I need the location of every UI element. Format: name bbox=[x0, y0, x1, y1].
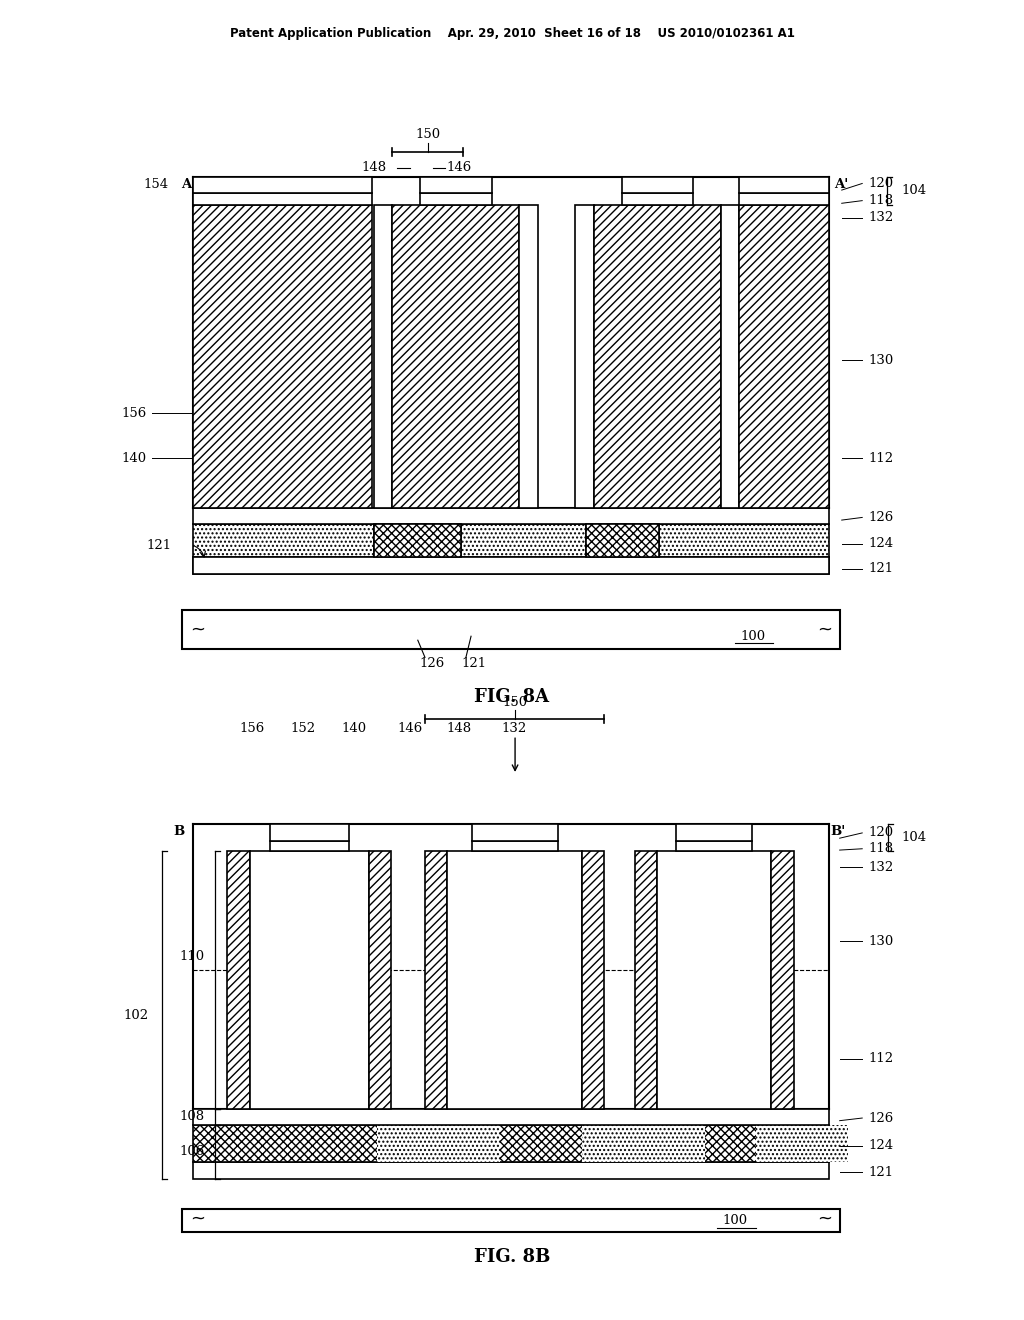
FancyBboxPatch shape bbox=[471, 824, 557, 841]
Text: 120: 120 bbox=[868, 177, 894, 190]
Text: 150: 150 bbox=[502, 696, 527, 709]
FancyBboxPatch shape bbox=[425, 851, 447, 1109]
Text: 148: 148 bbox=[446, 722, 471, 735]
Text: 132: 132 bbox=[868, 211, 894, 224]
Text: 121: 121 bbox=[462, 657, 486, 671]
FancyBboxPatch shape bbox=[193, 177, 372, 193]
FancyBboxPatch shape bbox=[659, 524, 829, 557]
Text: 140: 140 bbox=[121, 451, 146, 465]
FancyBboxPatch shape bbox=[575, 205, 594, 508]
FancyBboxPatch shape bbox=[635, 851, 657, 1109]
Text: 121: 121 bbox=[146, 539, 171, 552]
FancyBboxPatch shape bbox=[721, 205, 739, 508]
Text: 120: 120 bbox=[868, 826, 894, 840]
FancyBboxPatch shape bbox=[739, 205, 829, 508]
Text: 124: 124 bbox=[868, 537, 894, 550]
Text: 112: 112 bbox=[868, 1052, 894, 1065]
Text: 146: 146 bbox=[397, 722, 422, 735]
Text: 102: 102 bbox=[123, 1008, 148, 1022]
FancyBboxPatch shape bbox=[471, 841, 557, 851]
Text: 110: 110 bbox=[179, 950, 205, 962]
Text: 130: 130 bbox=[868, 354, 894, 367]
Text: 150: 150 bbox=[415, 128, 440, 141]
FancyBboxPatch shape bbox=[461, 524, 586, 557]
FancyBboxPatch shape bbox=[193, 524, 374, 557]
Text: A: A bbox=[181, 178, 191, 191]
Text: FIG. 8B: FIG. 8B bbox=[474, 1247, 550, 1266]
Text: FIG. 8A: FIG. 8A bbox=[474, 688, 550, 706]
Text: 126: 126 bbox=[868, 1111, 894, 1125]
FancyBboxPatch shape bbox=[676, 841, 753, 851]
FancyBboxPatch shape bbox=[377, 1125, 500, 1162]
Text: 140: 140 bbox=[342, 722, 367, 735]
FancyBboxPatch shape bbox=[622, 177, 693, 193]
FancyBboxPatch shape bbox=[193, 508, 829, 524]
FancyBboxPatch shape bbox=[392, 205, 519, 508]
FancyBboxPatch shape bbox=[582, 851, 604, 1109]
Text: 104: 104 bbox=[901, 185, 927, 197]
FancyBboxPatch shape bbox=[182, 1209, 840, 1232]
FancyBboxPatch shape bbox=[193, 1125, 829, 1162]
FancyBboxPatch shape bbox=[586, 524, 659, 557]
Text: ~: ~ bbox=[190, 1209, 205, 1228]
Text: 132: 132 bbox=[868, 861, 894, 874]
FancyBboxPatch shape bbox=[193, 557, 829, 574]
Text: Patent Application Publication    Apr. 29, 2010  Sheet 16 of 18    US 2010/01023: Patent Application Publication Apr. 29, … bbox=[229, 26, 795, 40]
FancyBboxPatch shape bbox=[622, 193, 693, 205]
Text: 118: 118 bbox=[868, 842, 894, 855]
Text: 132: 132 bbox=[502, 722, 526, 735]
Text: ~: ~ bbox=[190, 620, 205, 639]
Text: 152: 152 bbox=[291, 722, 315, 735]
Text: ~: ~ bbox=[817, 620, 831, 639]
Text: 100: 100 bbox=[740, 630, 765, 643]
FancyBboxPatch shape bbox=[657, 851, 771, 1109]
Text: 126: 126 bbox=[868, 511, 894, 524]
Text: ~: ~ bbox=[817, 1209, 831, 1228]
FancyBboxPatch shape bbox=[193, 205, 372, 508]
FancyBboxPatch shape bbox=[182, 610, 840, 649]
Text: 124: 124 bbox=[868, 1139, 894, 1152]
FancyBboxPatch shape bbox=[420, 177, 492, 193]
Text: 108: 108 bbox=[179, 1110, 205, 1123]
Text: 112: 112 bbox=[868, 451, 894, 465]
FancyBboxPatch shape bbox=[374, 205, 392, 508]
FancyBboxPatch shape bbox=[582, 1125, 705, 1162]
FancyBboxPatch shape bbox=[447, 851, 582, 1109]
FancyBboxPatch shape bbox=[270, 841, 348, 851]
FancyBboxPatch shape bbox=[227, 851, 250, 1109]
FancyBboxPatch shape bbox=[193, 193, 372, 205]
FancyBboxPatch shape bbox=[193, 1162, 829, 1179]
Text: B': B' bbox=[830, 825, 845, 838]
Text: 148: 148 bbox=[361, 161, 386, 174]
FancyBboxPatch shape bbox=[250, 851, 369, 1109]
FancyBboxPatch shape bbox=[594, 205, 721, 508]
Text: 126: 126 bbox=[420, 657, 444, 671]
Text: 121: 121 bbox=[868, 1166, 894, 1179]
FancyBboxPatch shape bbox=[739, 193, 829, 205]
FancyBboxPatch shape bbox=[193, 557, 829, 574]
Text: 121: 121 bbox=[868, 562, 894, 576]
Text: B: B bbox=[174, 825, 184, 838]
FancyBboxPatch shape bbox=[193, 1109, 829, 1125]
FancyBboxPatch shape bbox=[676, 824, 753, 841]
FancyBboxPatch shape bbox=[369, 851, 391, 1109]
FancyBboxPatch shape bbox=[771, 851, 794, 1109]
Text: 118: 118 bbox=[868, 194, 894, 207]
FancyBboxPatch shape bbox=[270, 824, 348, 841]
Text: A': A' bbox=[835, 178, 849, 191]
FancyBboxPatch shape bbox=[756, 1125, 848, 1162]
Text: 156: 156 bbox=[121, 407, 146, 420]
Text: 106: 106 bbox=[179, 1146, 205, 1158]
FancyBboxPatch shape bbox=[374, 524, 461, 557]
Text: 146: 146 bbox=[446, 161, 471, 174]
FancyBboxPatch shape bbox=[420, 193, 492, 205]
Text: 130: 130 bbox=[868, 935, 894, 948]
Text: 154: 154 bbox=[143, 178, 168, 191]
FancyBboxPatch shape bbox=[739, 177, 829, 193]
Text: 156: 156 bbox=[240, 722, 264, 735]
Text: 100: 100 bbox=[723, 1214, 748, 1228]
Text: 104: 104 bbox=[901, 832, 927, 843]
FancyBboxPatch shape bbox=[519, 205, 538, 508]
